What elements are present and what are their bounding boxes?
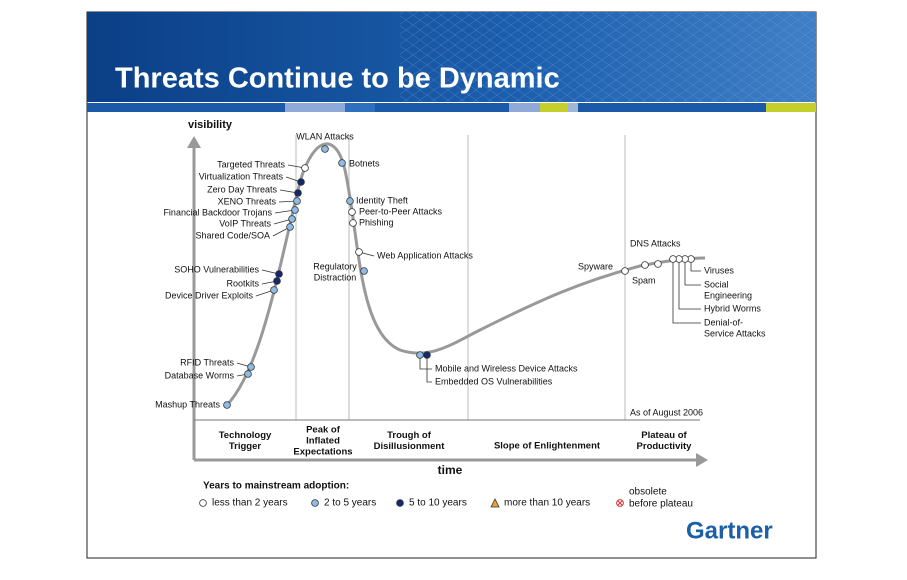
technology-label: Spam (632, 275, 656, 285)
technology-label: Regulatory (313, 261, 357, 271)
header-pattern (400, 12, 816, 102)
phase-label: Disillusionment (374, 441, 446, 452)
technology-label: Botnets (349, 158, 380, 168)
legend-label: obsolete (629, 487, 667, 498)
technology-marker (297, 178, 305, 186)
technology-label: RFID Threats (180, 357, 234, 367)
technology-marker (349, 219, 357, 227)
technology-label: SOHO Vulnerabilities (174, 264, 259, 274)
phase-label: Expectations (293, 447, 352, 458)
technology-marker (270, 286, 278, 294)
technology-label: Phishing (359, 217, 394, 227)
technology-label: Peer-to-Peer Attacks (359, 206, 443, 216)
technology-label: Mobile and Wireless Device Attacks (435, 363, 578, 373)
technology-marker (288, 215, 296, 223)
technology-marker (247, 363, 255, 371)
technology-marker (244, 370, 252, 378)
technology-label: Viruses (704, 265, 734, 275)
legend-marker (490, 498, 500, 508)
technology-label: Device Driver Exploits (165, 290, 254, 300)
note: As of August 2006 (630, 407, 703, 417)
technology-marker (346, 197, 354, 205)
legend-title: Years to mainstream adoption: (203, 481, 349, 492)
technology-marker (291, 206, 299, 214)
technology-label: Distraction (314, 272, 357, 282)
legend-label: before plateau (629, 499, 693, 510)
technology-marker (641, 261, 649, 269)
legend-label: less than 2 years (212, 498, 288, 509)
technology-marker (348, 208, 356, 216)
technology-marker (286, 223, 294, 231)
technology-label: Social (704, 279, 729, 289)
technology-label: Zero Day Threats (207, 184, 277, 194)
legend-label: 2 to 5 years (324, 498, 376, 509)
logo: Gartner (686, 517, 773, 544)
phase-label: Peak of (306, 425, 341, 436)
legend-marker (617, 500, 623, 506)
technology-marker (654, 260, 662, 268)
technology-marker (294, 189, 302, 197)
color-strip (87, 103, 816, 112)
phase-label: Inflated (306, 436, 340, 447)
technology-marker (293, 197, 301, 205)
technology-marker (338, 159, 346, 167)
technology-marker (275, 270, 283, 278)
legend-label: 5 to 10 years (409, 498, 467, 509)
technology-label: Engineering (704, 290, 752, 300)
technology-marker (669, 255, 677, 263)
phase-label: Technology (219, 430, 272, 441)
technology-label: XENO Threats (218, 196, 277, 206)
technology-label: Virtualization Threats (199, 171, 284, 181)
technology-label: Rootkits (226, 278, 259, 288)
legend-marker (396, 499, 404, 507)
title: Threats Continue to be Dynamic (115, 63, 560, 95)
technology-marker (360, 267, 368, 275)
technology-label: Spyware (578, 261, 613, 271)
connector (426, 355, 432, 383)
technology-marker (355, 248, 363, 256)
axes (187, 136, 708, 467)
phase-label: Trigger (229, 441, 262, 452)
technology-label: Identity Theft (356, 195, 408, 205)
x-axis-label: time (438, 463, 463, 477)
connector (684, 259, 701, 286)
connector (678, 259, 701, 310)
connector (672, 259, 701, 324)
technology-label: Database Worms (165, 370, 235, 380)
technology-label: DNS Attacks (630, 238, 681, 248)
technology-marker (416, 351, 424, 359)
phase-label: Trough of (387, 430, 432, 441)
legend-marker (311, 499, 319, 507)
technology-marker (423, 351, 431, 359)
phase-label: Slope of Enlightenment (494, 441, 601, 452)
technology-marker (273, 277, 281, 285)
legend-label: more than 10 years (504, 498, 590, 509)
phase-label: Productivity (637, 441, 693, 452)
phase-label: Plateau of (641, 430, 687, 441)
technology-label: Hybrid Worms (704, 303, 761, 313)
technology-label: Shared Code/SOA (195, 230, 270, 240)
technology-label: Web Application Attacks (377, 250, 473, 260)
technology-marker (223, 401, 231, 409)
y-axis-label: visibility (188, 119, 233, 131)
technology-label: WLAN Attacks (296, 131, 354, 141)
connector (419, 355, 432, 370)
technology-label: Service Attacks (704, 328, 766, 338)
technology-label: Financial Backdoor Trojans (163, 207, 272, 217)
technology-label: Denial-of- (704, 317, 743, 327)
legend-marker (199, 499, 207, 507)
technology-label: Mashup Threats (155, 399, 220, 409)
phase-dividers (194, 135, 700, 421)
technology-marker (301, 164, 309, 172)
technology-label: Targeted Threats (217, 159, 285, 169)
technology-marker (321, 145, 329, 153)
technology-label: VoIP Threats (219, 218, 271, 228)
technology-label: Embedded OS Vulnerabilities (435, 376, 553, 386)
technology-marker (621, 267, 629, 275)
connector (690, 259, 701, 272)
